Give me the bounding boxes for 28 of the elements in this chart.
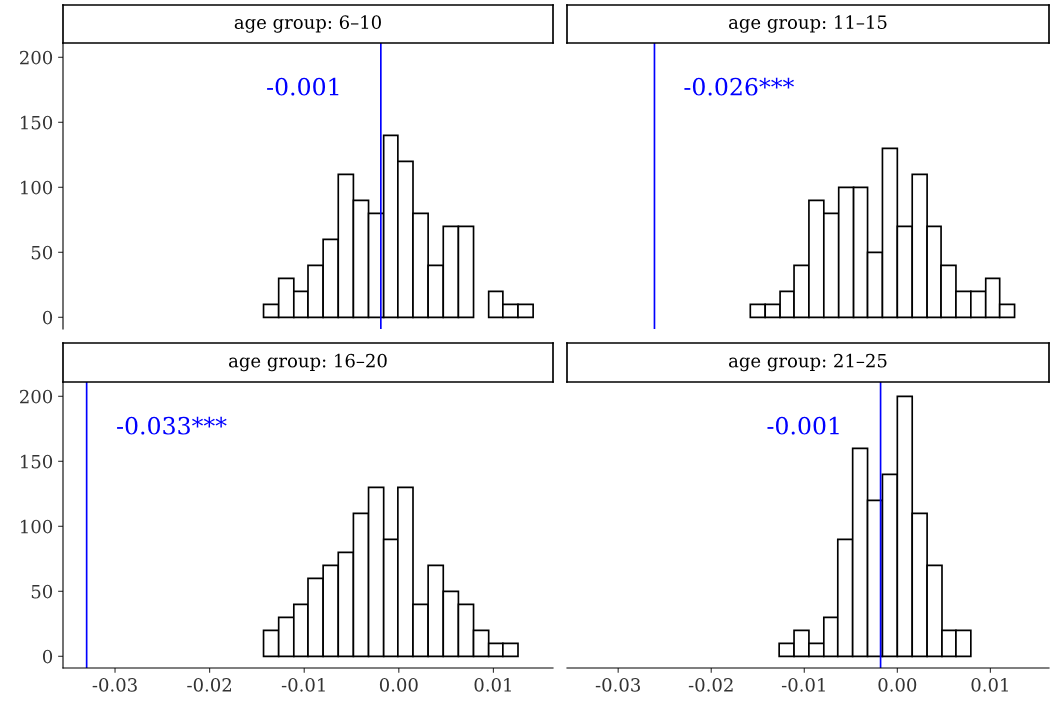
x-tick-label: -0.03: [92, 678, 137, 692]
x-tick-label: 0.00: [878, 678, 917, 692]
y-tick-label: 200: [20, 50, 53, 65]
annotation: -0.033***: [117, 416, 227, 435]
y-tick-label: 100: [21, 180, 53, 195]
x-tick-label: -0.03: [595, 678, 640, 692]
y-tick-label: 0: [42, 310, 53, 325]
annotation: -0.001: [267, 77, 339, 96]
y-tick-label: 200: [20, 389, 53, 404]
x-tick-label: -0.01: [781, 678, 825, 692]
x-tick-label: -0.02: [187, 678, 231, 692]
y-tick-label: 100: [21, 519, 53, 534]
x-tick-label: 0.01: [971, 678, 1008, 692]
chart-title: age group: 6–10: [234, 15, 381, 33]
y-tick-label: 50: [31, 584, 53, 599]
chart-title: age group: 21–25: [729, 353, 887, 372]
y-tick-label: 150: [21, 454, 53, 469]
y-tick-label: 150: [21, 115, 53, 130]
chart-title: age group: 16–20: [229, 353, 387, 372]
y-tick-label: 50: [31, 245, 53, 260]
annotation: -0.026***: [684, 77, 794, 96]
chart-title: age group: 11–15: [729, 15, 887, 33]
x-tick-label: -0.02: [688, 678, 733, 692]
x-tick-label: 0.01: [474, 678, 511, 692]
y-tick-label: 0: [42, 649, 53, 664]
annotation: -0.001: [767, 416, 839, 435]
x-tick-label: -0.01: [281, 678, 325, 692]
x-tick-label: 0.00: [379, 678, 418, 692]
